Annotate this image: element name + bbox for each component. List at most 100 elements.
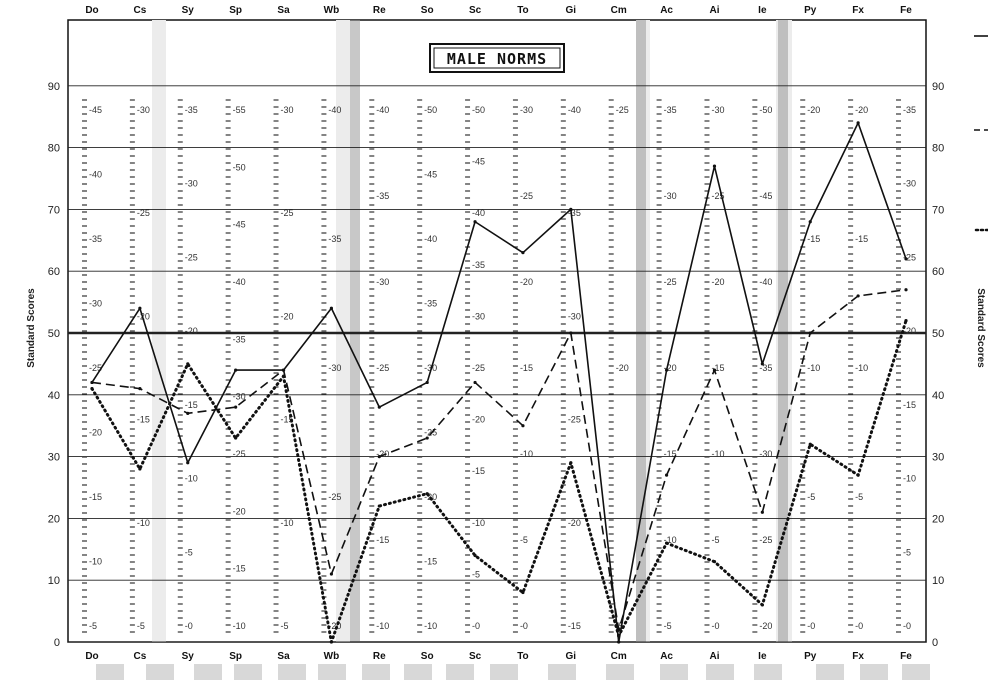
category-label-bottom: Py <box>804 651 817 662</box>
series-dashed-point <box>521 424 525 428</box>
scale-label: -5 <box>89 621 97 631</box>
scale-label: -5 <box>281 621 289 631</box>
category-label-top: Py <box>804 5 817 16</box>
scale-label: -40 <box>424 234 437 244</box>
y-tick-label-left: 0 <box>54 637 60 649</box>
category-label-bottom: Ie <box>758 651 767 662</box>
series-solid-point <box>329 306 334 310</box>
series-dashed-point <box>473 380 477 385</box>
scale-label: -10 <box>376 621 389 631</box>
scale-label: -35 <box>89 234 102 244</box>
series-dotted-point <box>425 492 429 496</box>
series-dotted-point <box>234 436 238 440</box>
scale-label: -25 <box>137 208 150 218</box>
scale-label: -25 <box>376 363 389 373</box>
category-label-top: So <box>421 5 434 16</box>
footer-mark <box>146 664 174 680</box>
scale-label: -25 <box>185 252 198 262</box>
category-label-bottom: Ai <box>709 651 719 662</box>
scale-label: -45 <box>759 191 772 201</box>
series-solid-point <box>712 164 717 168</box>
category-label-bottom: Wb <box>324 651 340 662</box>
divider-band <box>636 20 646 642</box>
series-dotted-point <box>808 442 812 446</box>
scale-label: -35 <box>664 105 677 115</box>
scale-label: -25 <box>89 363 102 373</box>
category-label-top: Sc <box>469 5 482 16</box>
footer-mark <box>490 664 518 680</box>
scale-label: -45 <box>89 105 102 115</box>
scale-label: -35 <box>376 191 389 201</box>
scale-label: -10 <box>520 449 533 459</box>
scale-label: -20 <box>233 506 246 516</box>
scale-label: -15 <box>233 564 246 574</box>
scale-label: -25 <box>472 363 485 373</box>
scale-label: -20 <box>759 621 772 631</box>
scale-label: -20 <box>376 449 389 459</box>
scale-label: -10 <box>424 621 437 631</box>
scale-label: -30 <box>233 392 246 402</box>
scale-label: -40 <box>759 277 772 287</box>
footer-mark <box>446 664 474 680</box>
scale-label: -30 <box>137 105 150 115</box>
series-dotted-line <box>90 319 908 644</box>
scale-label: -5 <box>903 547 911 557</box>
scale-label: -30 <box>520 105 533 115</box>
scale-label: -0 <box>903 621 911 631</box>
scale-label: -20 <box>328 621 341 631</box>
footer-mark <box>96 664 124 680</box>
y-tick-label-left: 50 <box>48 328 60 340</box>
scale-label: -10 <box>137 518 150 528</box>
category-label-bottom: Sc <box>469 651 482 662</box>
scale-label: -20 <box>903 326 916 336</box>
series-solid-point <box>856 121 860 125</box>
series-dotted-point <box>521 590 525 595</box>
scale-label: -5 <box>616 621 624 631</box>
scale-label: -0 <box>855 621 863 631</box>
scale-label: -45 <box>233 220 246 230</box>
y-tick-label-right: 70 <box>932 204 944 216</box>
scale-label: -25 <box>328 492 341 502</box>
scale-label: -20 <box>664 363 677 373</box>
scale-label: -35 <box>568 208 581 218</box>
series-solid-line <box>91 122 907 643</box>
scale-label: -10 <box>664 535 677 545</box>
scale-label: -35 <box>903 105 916 115</box>
scale-label: -0 <box>711 621 719 631</box>
scale-label: -30 <box>903 179 916 189</box>
series-solid-point <box>425 380 429 385</box>
category-label-bottom: Fe <box>900 651 912 662</box>
scale-label: -20 <box>520 277 533 287</box>
y-tick-label-right: 90 <box>932 81 944 93</box>
category-label-top: Sp <box>229 5 242 16</box>
scale-label: -30 <box>759 449 772 459</box>
y-tick-label-right: 10 <box>932 575 944 587</box>
footer-mark <box>234 664 262 680</box>
series-dashed-point <box>138 387 142 391</box>
scale-label: -40 <box>568 105 581 115</box>
column-shading <box>67 19 927 643</box>
title-box: MALE NORMS <box>429 43 565 73</box>
scale-label: -5 <box>807 492 815 502</box>
scale-label: -15 <box>664 449 677 459</box>
footer-mark <box>362 664 390 680</box>
footer-mark <box>860 664 888 680</box>
category-label-bottom: Do <box>85 651 98 662</box>
scale-label: -0 <box>472 621 480 631</box>
y-tick-label-right: 50 <box>932 328 944 340</box>
category-label-top: Ac <box>660 5 673 16</box>
scale-label: -20 <box>137 311 150 321</box>
series-solid-point <box>808 220 812 224</box>
y-tick-label-left: 90 <box>48 81 60 93</box>
scale-label: -50 <box>424 105 437 115</box>
series-dashed-point <box>234 405 238 409</box>
scale-label: -0 <box>185 621 193 631</box>
series-solid-point <box>473 220 477 224</box>
series-solid-point <box>234 368 238 372</box>
scale-label: -0 <box>807 621 815 631</box>
footer-mark <box>816 664 844 680</box>
series-dotted-point <box>664 541 669 545</box>
scale-label: -10 <box>807 363 820 373</box>
scale-label: -30 <box>711 105 724 115</box>
